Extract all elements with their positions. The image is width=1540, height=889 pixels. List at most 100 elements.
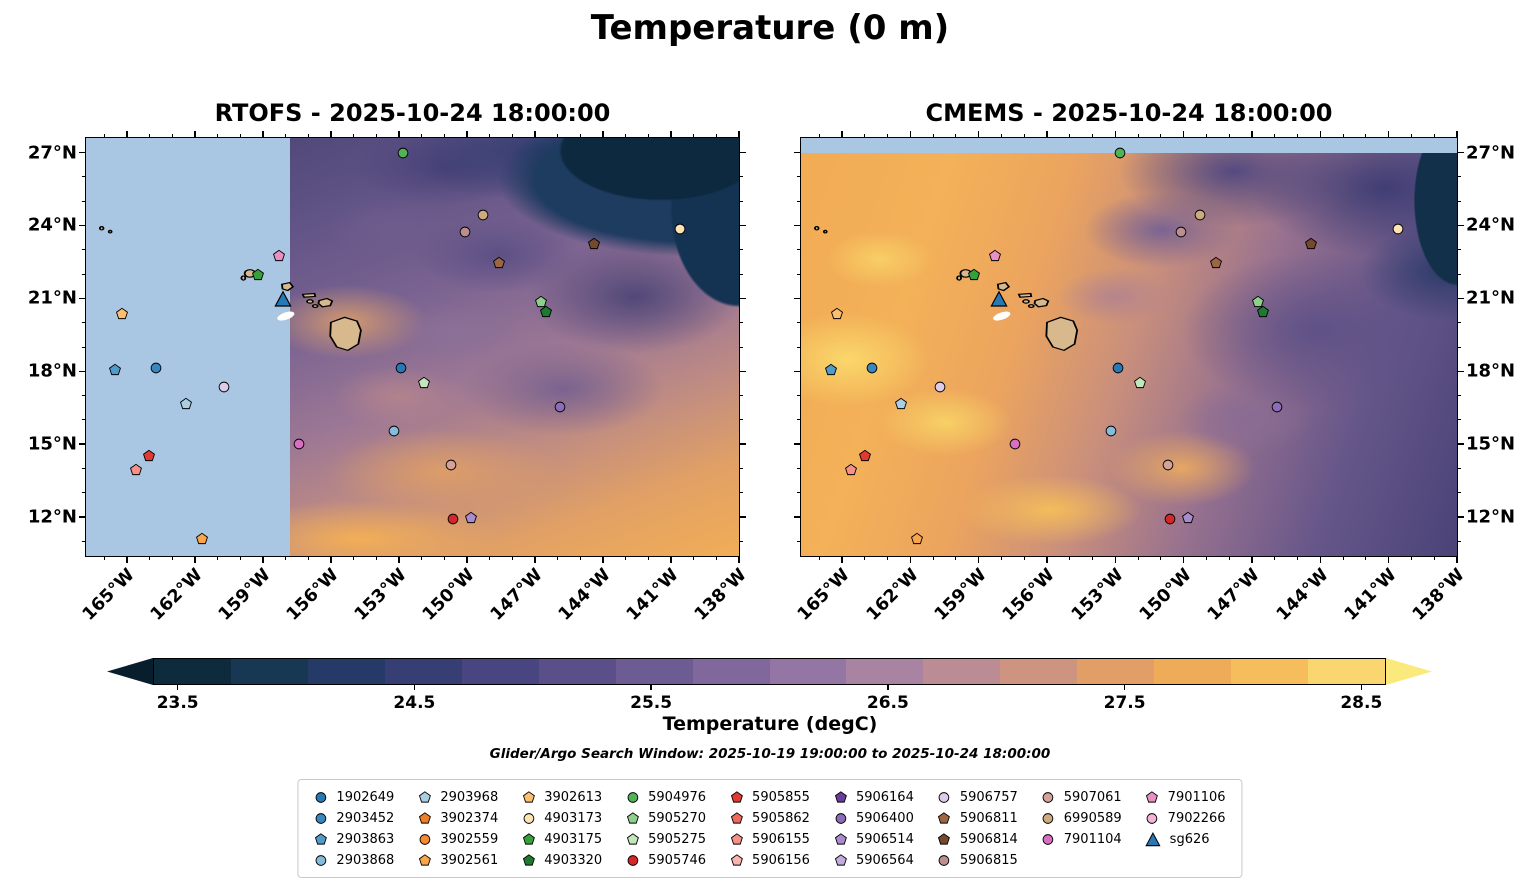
minor-tick xyxy=(353,134,355,138)
float-marker-5906400 xyxy=(1271,401,1284,414)
minor-tick xyxy=(625,556,627,560)
minor-tick xyxy=(739,249,743,251)
major-tick xyxy=(262,556,264,563)
minor-tick xyxy=(1457,322,1461,324)
legend-column: 5907061 6990589 7901104 xyxy=(1042,787,1122,870)
float-markers-layer-cmems xyxy=(801,138,1457,556)
colorbar-tick-label: 26.5 xyxy=(866,693,909,713)
circle-marker-icon xyxy=(218,381,230,393)
major-tick xyxy=(1114,131,1117,138)
minor-tick xyxy=(647,134,649,138)
pentagon-marker-icon xyxy=(492,256,505,268)
circle-marker-icon xyxy=(939,854,950,866)
minor-tick xyxy=(375,556,377,560)
minor-tick xyxy=(739,176,743,178)
legend-entry-6990589: 6990589 xyxy=(1042,808,1122,828)
lat-tick-label: 27°N xyxy=(1466,142,1516,164)
major-tick xyxy=(1457,224,1464,227)
minor-tick xyxy=(285,134,287,138)
minor-tick xyxy=(579,556,581,560)
minor-tick xyxy=(82,468,86,469)
legend-label: 7901106 xyxy=(1167,789,1226,805)
minor-tick xyxy=(797,468,801,469)
minor-tick xyxy=(82,492,86,494)
minor-tick xyxy=(489,134,491,138)
minor-tick xyxy=(103,556,105,560)
lon-tick-label: 138°W xyxy=(1409,565,1470,625)
float-marker-2903863 xyxy=(824,363,837,377)
colorbar-band xyxy=(538,659,616,684)
major-tick xyxy=(1251,131,1253,138)
circle-marker-icon xyxy=(523,812,535,824)
float-marker-5905270 xyxy=(534,295,547,309)
pentagon-marker-icon xyxy=(834,853,847,866)
float-marker-5906811 xyxy=(492,256,505,269)
legend-column: 5906757 5906811 5906814 5906815 xyxy=(938,787,1018,870)
legend-label: 5906814 xyxy=(959,831,1018,847)
colorbar-band xyxy=(1000,659,1078,684)
minor-tick xyxy=(1000,134,1002,138)
pentagon-marker-icon xyxy=(116,307,129,320)
triangle-marker-icon xyxy=(990,290,1008,307)
major-tick xyxy=(1319,556,1322,563)
lat-tick-label: 24°N xyxy=(27,214,77,236)
colorbar-band xyxy=(1154,659,1232,684)
minor-tick xyxy=(739,346,743,348)
major-tick xyxy=(738,556,740,563)
minor-tick xyxy=(1457,346,1461,348)
legend-entry-5905275: 5905275 xyxy=(626,829,706,849)
colorbar-tick-label: 25.5 xyxy=(630,693,673,713)
minor-tick xyxy=(82,273,86,275)
minor-tick xyxy=(1433,134,1435,138)
legend-label: 5905275 xyxy=(648,831,707,847)
minor-tick xyxy=(1160,134,1162,138)
circle-marker-icon xyxy=(1009,438,1021,450)
lat-labels-layer: 27°N 24°N 21°N 18°N 15°N 12°N xyxy=(28,138,739,556)
major-tick xyxy=(739,224,746,227)
colorbar-tick-label: 24.5 xyxy=(393,693,436,713)
lon-tick-label: 153°W xyxy=(351,565,412,625)
minor-tick xyxy=(171,134,173,138)
legend-column: 2903968 3902374 3902559 3902561 xyxy=(418,787,498,870)
colorbar-band xyxy=(1077,659,1155,684)
legend-entry-3902374: 3902374 xyxy=(418,808,498,828)
major-tick xyxy=(977,556,980,563)
float-marker-2903868 xyxy=(388,425,401,438)
pentagon-marker-icon xyxy=(465,512,478,524)
float-marker-5906400 xyxy=(553,401,566,414)
map-cmems: 165°W 162°W 159°W 156°W 153°W 150°W 147°W 144°W… xyxy=(794,131,1515,625)
major-tick xyxy=(1046,556,1048,563)
legend: 1902649 2903452 2903863 2903868 2903968 39023… xyxy=(297,779,1243,878)
lon-tick-label: 147°W xyxy=(1204,565,1265,625)
float-marker-5905746 xyxy=(1164,512,1177,525)
legend-entry-2903968: 2903968 xyxy=(418,787,498,807)
major-tick xyxy=(534,556,536,563)
major-tick xyxy=(670,131,672,138)
legend-label: 4903173 xyxy=(544,810,603,826)
float-marker-2903863 xyxy=(109,363,122,377)
major-tick xyxy=(79,224,86,227)
float-marker-5906514 xyxy=(465,512,478,525)
major-tick xyxy=(79,151,86,154)
minor-tick xyxy=(739,468,743,469)
pentagon-marker-icon xyxy=(179,397,192,409)
ticks-layer xyxy=(794,131,1464,563)
lat-tick-label: 21°N xyxy=(27,287,77,309)
legend-column: 3902613 4903173 4903175 4903320 xyxy=(522,787,602,870)
pentagon-marker-icon xyxy=(1146,790,1159,803)
circle-marker-icon xyxy=(389,425,400,437)
minor-tick xyxy=(1023,134,1025,138)
circle-marker-icon xyxy=(1176,226,1187,238)
circle-marker-icon xyxy=(627,791,638,803)
panel-rtofs: RTOFS - 2025-10-24 18:00:00 xyxy=(28,99,751,625)
circle-marker-icon xyxy=(1042,812,1054,824)
float-marker-5904976 xyxy=(1113,147,1126,160)
float-marker-5905746 xyxy=(447,512,460,525)
legend-entry-7901104: 7901104 xyxy=(1042,829,1122,849)
major-tick xyxy=(398,556,400,563)
circle-marker-icon xyxy=(934,381,946,393)
minor-tick xyxy=(797,200,801,202)
colorbar-band xyxy=(154,659,231,684)
minor-tick xyxy=(1092,556,1094,560)
legend-entry-5906564: 5906564 xyxy=(834,850,914,870)
